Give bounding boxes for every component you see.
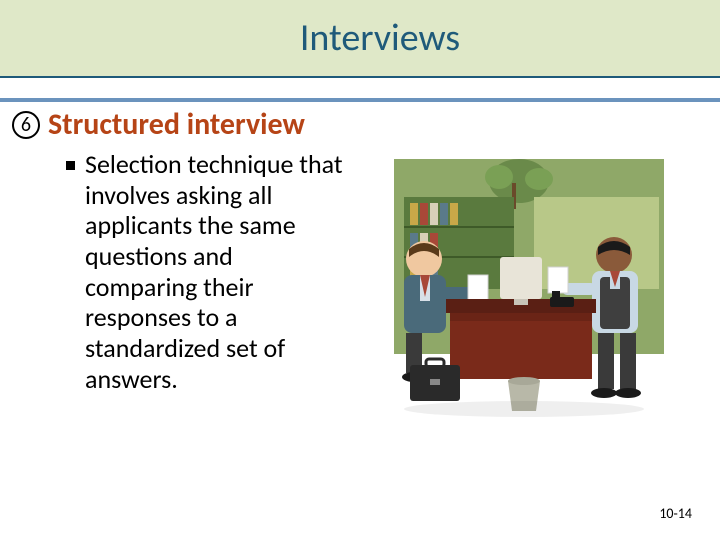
circled-number-icon: 6 bbox=[12, 111, 40, 139]
subheading-row: 6 Structured interview bbox=[0, 102, 720, 143]
subheading: Structured interview bbox=[48, 106, 305, 143]
body-text: Selection technique that involves asking… bbox=[85, 149, 346, 394]
slide-title: Interviews bbox=[300, 15, 460, 61]
text-column: Selection technique that involves asking… bbox=[66, 149, 346, 459]
body-area: Selection technique that involves asking… bbox=[0, 143, 720, 459]
header-band: Interviews bbox=[0, 0, 720, 76]
page-number: 10-14 bbox=[659, 505, 692, 522]
square-bullet-icon bbox=[66, 161, 75, 170]
divider-top bbox=[0, 76, 720, 78]
interview-illustration bbox=[354, 149, 684, 459]
bullet-item: Selection technique that involves asking… bbox=[66, 149, 346, 394]
